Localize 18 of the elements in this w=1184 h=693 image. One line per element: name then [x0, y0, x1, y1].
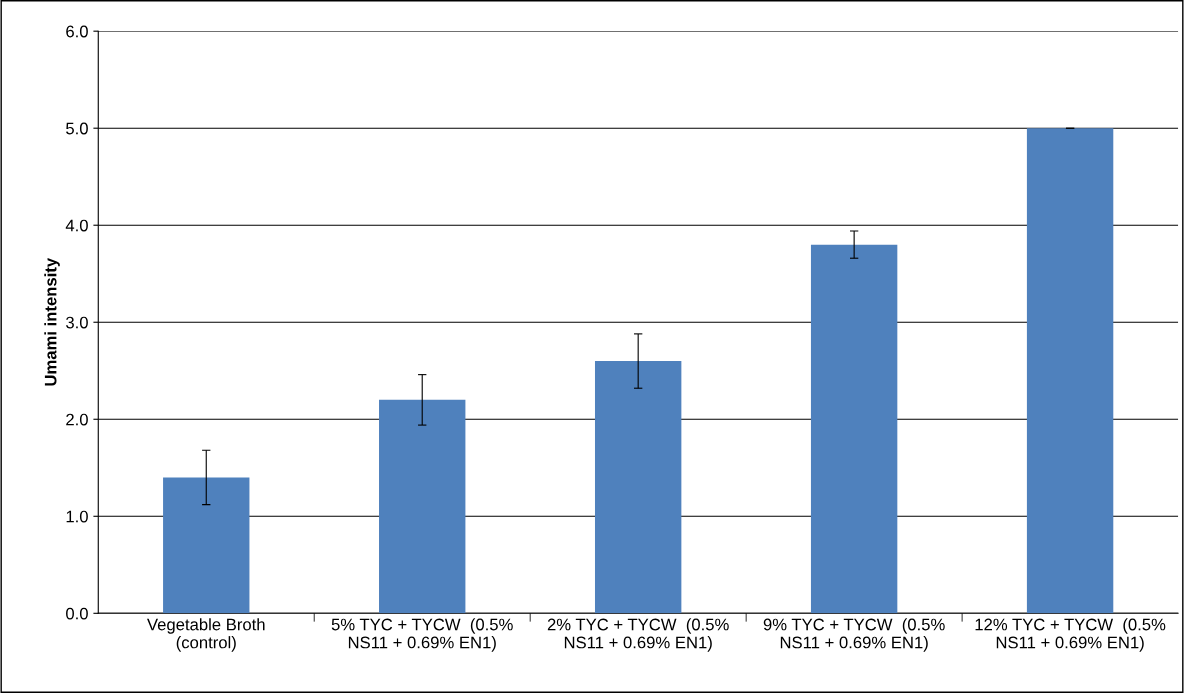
bar [594, 361, 682, 614]
y-tick-label: 5.0 [66, 122, 88, 135]
bar [379, 399, 466, 614]
y-tick-label: 6.0 [66, 25, 88, 38]
x-tick-label: 2% TYC + TYCW (0.5% NS11 + 0.69% EN1) [547, 618, 729, 652]
x-tick-label: 12% TYC + TYCW (0.5% NS11 + 0.69% EN1) [975, 618, 1166, 652]
bar [810, 244, 898, 614]
y-tick-label: 1.0 [66, 510, 88, 523]
y-tick-label: 3.0 [66, 316, 88, 329]
y-tick-label: 2.0 [66, 413, 88, 426]
x-tick-label: Vegetable Broth (control) [147, 618, 265, 652]
y-tick-label: 0.0 [66, 607, 88, 620]
x-tick-label: 9% TYC + TYCW (0.5% NS11 + 0.69% EN1) [763, 618, 945, 652]
bar [163, 477, 250, 614]
y-axis-title: Umami intensity [44, 257, 60, 386]
y-tick-label: 4.0 [65, 219, 88, 232]
x-tick-label: 5% TYC + TYCW (0.5% NS11 + 0.69% EN1) [331, 618, 513, 652]
bar [1026, 128, 1114, 614]
